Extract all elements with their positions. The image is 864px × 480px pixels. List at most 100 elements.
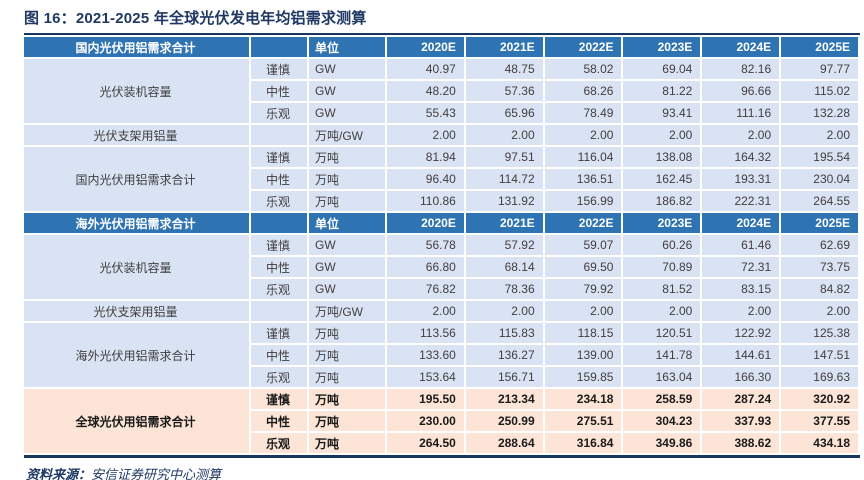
scenario-cell: 中性 — [250, 168, 309, 191]
year-header-cell: 2023E — [622, 212, 703, 235]
value-cell: 110.86 — [386, 190, 466, 213]
value-cell: 133.60 — [386, 344, 466, 367]
value-cell: 97.77 — [780, 58, 860, 81]
figure-title: 图 16：2021-2025 年全球光伏发电年均铝需求测算 — [24, 10, 367, 27]
value-cell: 122.92 — [701, 322, 782, 345]
value-cell: 48.75 — [464, 58, 545, 81]
value-cell: 120.51 — [622, 322, 703, 345]
year-header-cell: 2024E — [701, 212, 782, 235]
row-label-cell: 光伏装机容量 — [24, 234, 251, 301]
value-cell: 156.71 — [464, 366, 545, 389]
value-cell: 40.97 — [386, 58, 466, 81]
value-cell: 96.66 — [701, 80, 782, 103]
value-cell: 316.84 — [543, 432, 624, 455]
unit-cell: 万吨/GW — [308, 300, 387, 323]
scenario-cell: 乐观 — [250, 102, 309, 125]
value-cell: 193.31 — [701, 168, 782, 191]
data-row: 海外光伏用铝需求合计 谨慎 万吨 113.56 115.83 118.15 120.51 12… — [24, 322, 860, 389]
value-cell: 2.00 — [780, 124, 860, 147]
data-row: 乐观 GW 55.43 65.96 78.49 93.41 111.16 132.28 — [24, 102, 860, 125]
value-cell: 230.04 — [780, 168, 860, 191]
year-header-cell: 2020E — [386, 212, 466, 235]
value-cell: 59.07 — [543, 234, 624, 257]
value-cell: 131.92 — [464, 190, 545, 213]
scenario-cell: 乐观 — [250, 366, 309, 389]
scenario-cell — [250, 124, 309, 147]
value-cell: 132.28 — [780, 102, 860, 125]
value-cell: 2.00 — [464, 124, 545, 147]
value-cell: 169.63 — [780, 366, 860, 389]
value-cell: 250.99 — [464, 410, 545, 433]
value-cell: 136.27 — [464, 344, 545, 367]
total-row: 中性 万吨 230.00 250.99 275.51 304.23 337.93 377.55 — [24, 410, 860, 433]
row-label-cell: 光伏支架用铝量 — [24, 124, 251, 147]
value-cell: 97.51 — [464, 146, 545, 169]
value-cell: 118.15 — [543, 322, 624, 345]
scenario-cell: 乐观 — [250, 190, 309, 213]
scenario-cell — [250, 300, 309, 323]
unit-cell: GW — [308, 58, 387, 81]
value-cell: 60.26 — [622, 234, 703, 257]
unit-cell: 万吨 — [308, 168, 387, 191]
unit-cell: GW — [308, 256, 387, 279]
unit-cell: GW — [308, 234, 387, 257]
scenario-cell: 谨慎 — [250, 234, 309, 257]
value-cell: 2.00 — [780, 300, 860, 323]
value-cell: 153.64 — [386, 366, 466, 389]
year-header-cell: 2025E — [780, 37, 860, 59]
total-row: 全球光伏用铝需求合计 谨慎 万吨 195.50 213.34 234.18 258.59 28… — [24, 388, 860, 455]
total-label-cell: 全球光伏用铝需求合计 — [24, 388, 251, 455]
value-cell: 66.80 — [386, 256, 466, 279]
value-cell: 166.30 — [701, 366, 782, 389]
scenario-cell: 谨慎 — [250, 146, 309, 169]
value-cell: 96.40 — [386, 168, 466, 191]
value-cell: 57.92 — [464, 234, 545, 257]
value-cell: 162.45 — [622, 168, 703, 191]
unit-cell: 万吨 — [308, 146, 387, 169]
value-cell: 82.16 — [701, 58, 782, 81]
value-cell: 58.02 — [543, 58, 624, 81]
demand-table-body: 国内光伏用铝需求合计 单位 2020E 2021E 2022E 2023E 2024E 202… — [24, 37, 860, 455]
value-cell: 2.00 — [464, 300, 545, 323]
row-label-cell: 光伏装机容量 — [24, 58, 251, 125]
value-cell: 73.75 — [780, 256, 860, 279]
value-cell: 69.50 — [543, 256, 624, 279]
year-header-cell: 2020E — [386, 37, 466, 59]
year-header-cell: 2021E — [464, 37, 545, 59]
scenario-cell: 谨慎 — [250, 58, 309, 81]
unit-cell: 万吨 — [308, 322, 387, 345]
table-bottom-rule — [24, 455, 860, 458]
value-cell: 69.04 — [622, 58, 703, 81]
value-cell: 61.46 — [701, 234, 782, 257]
value-cell: 434.18 — [780, 432, 860, 455]
value-cell: 213.34 — [464, 388, 545, 411]
section-empty-cell — [250, 37, 309, 59]
section-header-row: 国内光伏用铝需求合计 单位 2020E 2021E 2022E 2023E 2024E 202… — [24, 37, 860, 59]
value-cell: 93.41 — [622, 102, 703, 125]
value-cell: 164.32 — [701, 146, 782, 169]
unit-cell: 万吨 — [308, 432, 387, 455]
value-cell: 388.62 — [701, 432, 782, 455]
source-note: 资料来源：安信证券研究中心测算 — [24, 458, 860, 480]
unit-cell: 万吨 — [308, 344, 387, 367]
value-cell: 147.51 — [780, 344, 860, 367]
value-cell: 195.50 — [386, 388, 466, 411]
section-title-cell: 国内光伏用铝需求合计 — [24, 37, 251, 59]
value-cell: 275.51 — [543, 410, 624, 433]
value-cell: 230.00 — [386, 410, 466, 433]
value-cell: 48.20 — [386, 80, 466, 103]
year-header-cell: 2025E — [780, 212, 860, 235]
value-cell: 320.92 — [780, 388, 860, 411]
year-header-cell: 2023E — [622, 37, 703, 59]
value-cell: 163.04 — [622, 366, 703, 389]
year-header-cell: 2024E — [701, 37, 782, 59]
value-cell: 65.96 — [464, 102, 545, 125]
value-cell: 2.00 — [386, 124, 466, 147]
scenario-cell: 中性 — [250, 256, 309, 279]
value-cell: 78.36 — [464, 278, 545, 301]
row-label-cell: 光伏支架用铝量 — [24, 300, 251, 323]
year-header-cell: 2022E — [543, 37, 624, 59]
data-row: 光伏装机容量 谨慎 GW 40.97 48.75 58.02 69.04 82.16 97.77 — [24, 58, 860, 125]
data-row: 中性 万吨 133.60 136.27 139.00 141.78 144.61 147.51 — [24, 344, 860, 367]
